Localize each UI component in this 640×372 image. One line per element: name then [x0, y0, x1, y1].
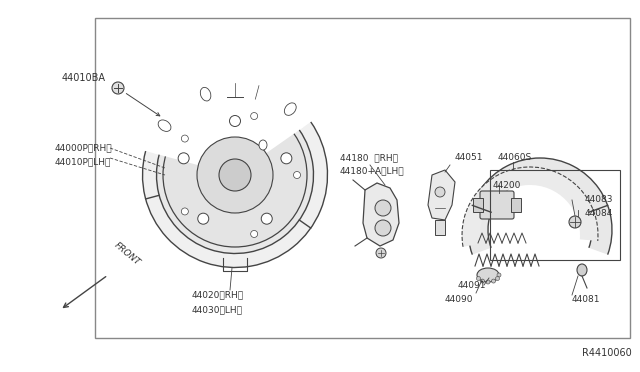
Text: 44083: 44083: [585, 196, 614, 205]
Ellipse shape: [198, 213, 209, 224]
Ellipse shape: [230, 115, 241, 126]
Circle shape: [197, 137, 273, 213]
Circle shape: [376, 248, 386, 258]
Text: 44010P〈LH〉: 44010P〈LH〉: [55, 157, 111, 167]
Text: 44010BA: 44010BA: [62, 73, 106, 83]
Ellipse shape: [281, 153, 292, 164]
Circle shape: [157, 96, 314, 253]
Text: 44081: 44081: [572, 295, 600, 305]
Circle shape: [481, 279, 484, 283]
Circle shape: [143, 83, 328, 267]
Polygon shape: [363, 183, 399, 246]
Bar: [95, 18, 630, 338]
Ellipse shape: [251, 231, 258, 237]
Text: 44051: 44051: [455, 154, 483, 163]
Ellipse shape: [284, 103, 296, 115]
Circle shape: [569, 216, 581, 228]
Circle shape: [476, 276, 481, 280]
Circle shape: [112, 82, 124, 94]
Circle shape: [375, 220, 391, 236]
Ellipse shape: [181, 135, 188, 142]
Text: 44084: 44084: [585, 208, 613, 218]
Circle shape: [163, 103, 307, 247]
Ellipse shape: [477, 268, 499, 282]
Text: 44030〈LH〉: 44030〈LH〉: [192, 305, 243, 314]
Text: 44090: 44090: [445, 295, 474, 305]
Wedge shape: [468, 158, 612, 254]
Bar: [511, 198, 521, 212]
Bar: [473, 198, 483, 212]
Text: 44000P〈RH〉: 44000P〈RH〉: [55, 144, 113, 153]
Text: 44020〈RH〉: 44020〈RH〉: [192, 291, 244, 299]
Polygon shape: [428, 170, 455, 220]
Wedge shape: [462, 167, 598, 247]
Ellipse shape: [158, 120, 171, 131]
Circle shape: [495, 276, 500, 280]
Ellipse shape: [577, 264, 587, 276]
Circle shape: [435, 187, 445, 197]
Circle shape: [497, 273, 501, 277]
Bar: [490, 170, 620, 260]
Circle shape: [486, 280, 490, 284]
Ellipse shape: [181, 208, 188, 215]
Text: 44180  〈RH〉: 44180 〈RH〉: [340, 154, 398, 163]
Circle shape: [219, 159, 251, 191]
FancyBboxPatch shape: [480, 191, 514, 219]
Text: 44200: 44200: [493, 180, 522, 189]
Text: R4410060: R4410060: [582, 348, 632, 358]
Text: FRONT: FRONT: [112, 240, 141, 267]
Wedge shape: [154, 92, 303, 175]
Text: 44180+A〈LH〉: 44180+A〈LH〉: [340, 167, 404, 176]
Ellipse shape: [261, 213, 272, 224]
Circle shape: [375, 200, 391, 216]
Wedge shape: [143, 83, 328, 267]
Text: 44060S: 44060S: [498, 154, 532, 163]
Ellipse shape: [294, 171, 301, 179]
Ellipse shape: [200, 87, 211, 101]
Ellipse shape: [251, 113, 258, 119]
Wedge shape: [164, 101, 296, 175]
Bar: [435, 220, 445, 235]
Ellipse shape: [178, 153, 189, 164]
Wedge shape: [141, 77, 315, 175]
Circle shape: [492, 279, 495, 283]
Text: 44091: 44091: [458, 280, 486, 289]
Ellipse shape: [259, 140, 267, 150]
